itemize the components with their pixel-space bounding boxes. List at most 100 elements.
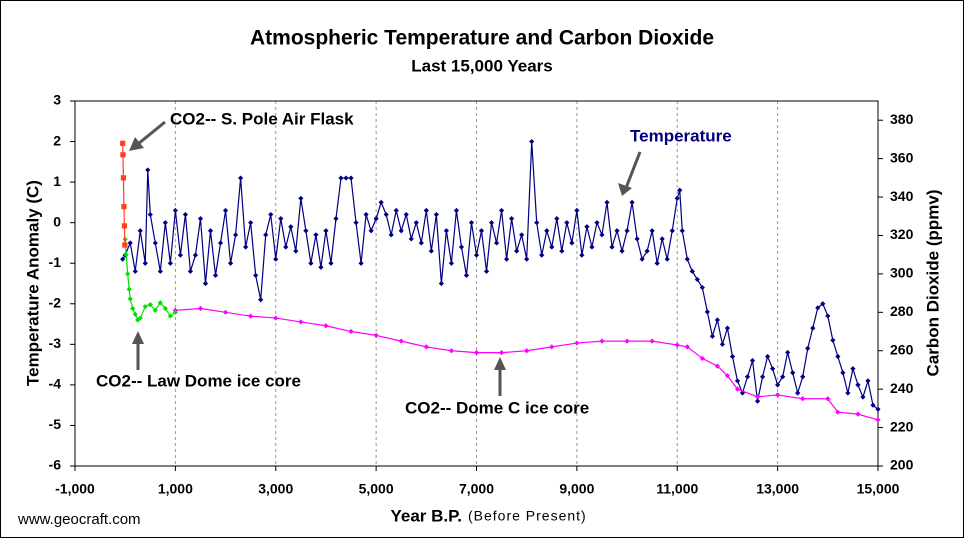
point (130, 305, 136, 312)
point (674, 195, 680, 201)
point (785, 349, 791, 356)
point (398, 228, 404, 234)
point (187, 268, 194, 274)
x-axis-note: (Before Present) (468, 508, 587, 524)
point (248, 313, 254, 319)
arrow-head (618, 183, 632, 196)
point (559, 248, 565, 254)
point (123, 252, 129, 258)
point (167, 260, 173, 266)
point (298, 319, 304, 325)
point (383, 211, 389, 218)
point (629, 199, 635, 205)
point (524, 348, 530, 354)
point (233, 232, 239, 238)
point (835, 409, 841, 415)
y-tick-label: 3 (53, 92, 61, 108)
y-tick-label: 2 (53, 132, 61, 148)
point (177, 252, 183, 258)
point (423, 207, 429, 214)
point (125, 271, 131, 277)
point (328, 260, 334, 266)
point (348, 328, 354, 335)
point (348, 175, 354, 181)
series-line (122, 141, 879, 410)
point (805, 345, 811, 351)
point (649, 338, 655, 344)
point (120, 152, 126, 158)
point (127, 240, 133, 246)
point (679, 228, 685, 234)
point (172, 309, 178, 315)
point (529, 138, 535, 145)
point (172, 207, 178, 214)
point (373, 332, 379, 338)
point (624, 228, 630, 234)
y2-tick-label: 220 (890, 418, 914, 434)
point (714, 363, 720, 369)
y2-tick-label: 240 (890, 380, 914, 396)
point (790, 370, 796, 376)
point (303, 228, 309, 234)
point (749, 357, 756, 364)
point (167, 313, 173, 319)
point (704, 309, 710, 315)
point (669, 228, 675, 234)
point (132, 268, 138, 274)
point (145, 167, 151, 173)
arrow-head (494, 357, 506, 370)
point (227, 260, 234, 266)
point (283, 244, 289, 250)
point (609, 244, 615, 250)
y2-axis-label: Carbon Dioxide (ppmv) (923, 189, 942, 376)
point (729, 353, 736, 360)
point (524, 256, 530, 262)
point (157, 300, 163, 306)
y2-tick-label: 380 (890, 111, 914, 127)
point (850, 366, 856, 372)
point (238, 175, 244, 181)
point (458, 244, 465, 250)
point (870, 402, 876, 408)
point (734, 378, 741, 384)
point (162, 305, 168, 312)
point (604, 199, 610, 205)
point (539, 252, 545, 258)
point (126, 286, 132, 292)
point (358, 260, 364, 266)
point (333, 216, 339, 222)
point (121, 223, 128, 229)
point (192, 252, 199, 258)
point (775, 392, 781, 398)
point (137, 228, 143, 234)
point (413, 220, 419, 226)
point (222, 309, 229, 315)
point (263, 232, 269, 238)
point (589, 244, 595, 250)
point (674, 342, 680, 348)
point (564, 220, 570, 226)
point (795, 390, 801, 396)
point (684, 344, 690, 350)
point (519, 232, 525, 238)
x-tick-label: 5,000 (359, 481, 394, 497)
point (473, 350, 480, 356)
point (719, 341, 726, 347)
point (684, 256, 690, 262)
point (323, 323, 329, 329)
point (438, 280, 444, 287)
annotation: Temperature (630, 126, 732, 145)
point (483, 268, 490, 274)
point (122, 242, 128, 248)
point (443, 228, 449, 234)
point (659, 236, 665, 242)
point (368, 228, 374, 234)
plot-area: -1,000 1,000 3,000 5,000 7,000 9,000 11,000 13,… (49, 92, 914, 497)
point (624, 338, 630, 344)
point (498, 207, 505, 214)
point (152, 240, 158, 246)
point (815, 305, 821, 311)
point (699, 284, 705, 291)
y2-tick-label: 340 (890, 188, 914, 204)
point (142, 303, 148, 310)
